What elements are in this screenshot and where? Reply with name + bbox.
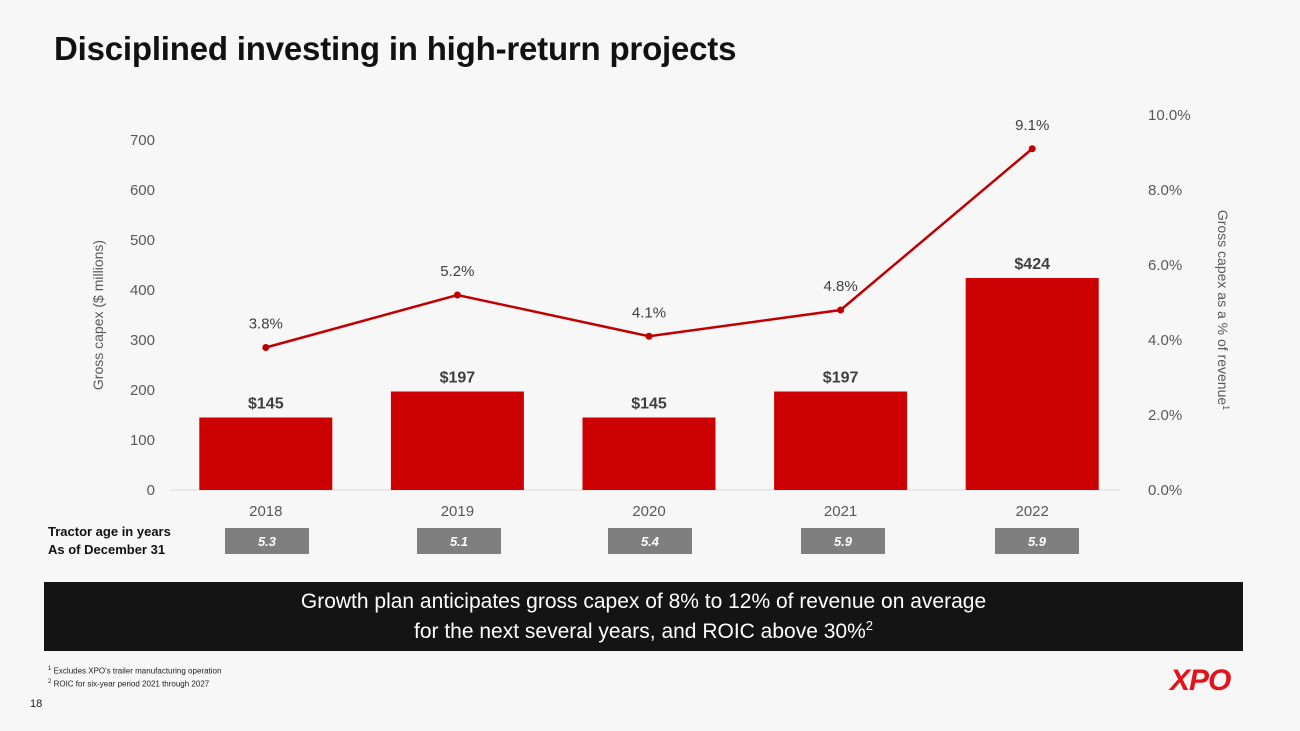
- line-data-label: 3.8%: [249, 316, 283, 333]
- x-axis-ticks: 2018 2019 2020 2021 2022: [249, 503, 1049, 520]
- line-point: [1028, 145, 1036, 153]
- left-tick-label: 200: [130, 382, 155, 399]
- right-axis-title: Gross capex as a % of revenue1: [1215, 210, 1231, 410]
- bar-data-label: $197: [440, 370, 476, 387]
- footnote-1: 1 Excludes XPO's trailer manufacturing o…: [48, 666, 222, 676]
- tractor-age-label: Tractor age in years As of December 31: [48, 523, 171, 559]
- right-tick-label: 4.0%: [1148, 332, 1182, 349]
- left-tick-label: 300: [130, 332, 155, 349]
- left-tick-label: 100: [130, 432, 155, 449]
- tractor-age-2019: 5.1: [417, 528, 501, 554]
- x-tick-label: 2022: [1016, 503, 1049, 520]
- line-point: [645, 332, 653, 340]
- line-point: [262, 344, 270, 351]
- line-series: 3.8% 5.2% 4.1% 4.8% 9.1%: [249, 117, 1049, 351]
- line-data-label: 4.1%: [632, 304, 666, 321]
- left-tick-label: 0: [147, 482, 155, 499]
- right-tick-label: 0.0%: [1148, 482, 1182, 499]
- left-tick-label: 600: [130, 182, 155, 199]
- bar: [199, 417, 333, 490]
- bar: [390, 391, 524, 490]
- x-tick-label: 2018: [249, 503, 282, 520]
- tractor-age-2021: 5.9: [801, 528, 885, 554]
- x-tick-label: 2021: [824, 503, 857, 520]
- tractor-age-label-line2: As of December 31: [48, 542, 166, 557]
- left-tick-label: 400: [130, 282, 155, 299]
- line-data-label: 5.2%: [440, 263, 474, 280]
- left-axis-ticks: 0 100 200 300 400 500 600 700: [130, 132, 155, 499]
- footnote-2: 2 ROIC for six-year period 2021 through …: [48, 678, 210, 689]
- bar-data-label: $197: [823, 370, 859, 387]
- capex-chart: 0 100 200 300 400 500 600 700 0.0% 2.0% 4.0% 6.0% 8…: [90, 107, 1231, 520]
- tractor-age-2020: 5.4: [608, 528, 692, 554]
- line-point: [837, 306, 845, 314]
- bar: [965, 278, 1099, 490]
- right-tick-label: 10.0%: [1148, 107, 1191, 124]
- line-point: [453, 291, 461, 299]
- x-tick-label: 2020: [632, 503, 665, 520]
- bar: [582, 417, 716, 490]
- banner-line1: Growth plan anticipates gross capex of 8…: [300, 589, 987, 613]
- x-tick-label: 2019: [441, 503, 474, 520]
- left-tick-label: 500: [130, 232, 155, 249]
- bar-data-label: $145: [631, 396, 667, 413]
- banner-line2: for the next several years, and ROIC abo…: [414, 617, 873, 643]
- xpo-logo: XPO: [1170, 664, 1231, 697]
- bar-data-label: $424: [1014, 256, 1050, 273]
- bar: [774, 391, 908, 490]
- left-tick-label: 700: [130, 132, 155, 149]
- line-data-label: 9.1%: [1015, 117, 1049, 134]
- tractor-age-2018: 5.3: [225, 528, 309, 554]
- tractor-age-label-line1: Tractor age in years: [48, 524, 171, 539]
- left-axis-title: Gross capex ($ millions): [90, 240, 106, 390]
- right-tick-label: 2.0%: [1148, 407, 1182, 424]
- footnotes: 1 Excludes XPO's trailer manufacturing o…: [48, 664, 221, 689]
- page-number: 18: [30, 698, 43, 710]
- tractor-age-2022: 5.9: [995, 528, 1079, 554]
- right-tick-label: 6.0%: [1148, 257, 1182, 274]
- line-data-label: 4.8%: [823, 278, 857, 295]
- right-axis-ticks: 0.0% 2.0% 4.0% 6.0% 8.0% 10.0%: [1148, 107, 1191, 499]
- bar-series: $145 $197 $145 $197 $424: [199, 256, 1099, 490]
- right-tick-label: 8.0%: [1148, 182, 1182, 199]
- bar-data-label: $145: [248, 396, 284, 413]
- page-title: Disciplined investing in high-return pro…: [54, 30, 737, 67]
- growth-plan-banner: Growth plan anticipates gross capex of 8…: [44, 582, 1243, 651]
